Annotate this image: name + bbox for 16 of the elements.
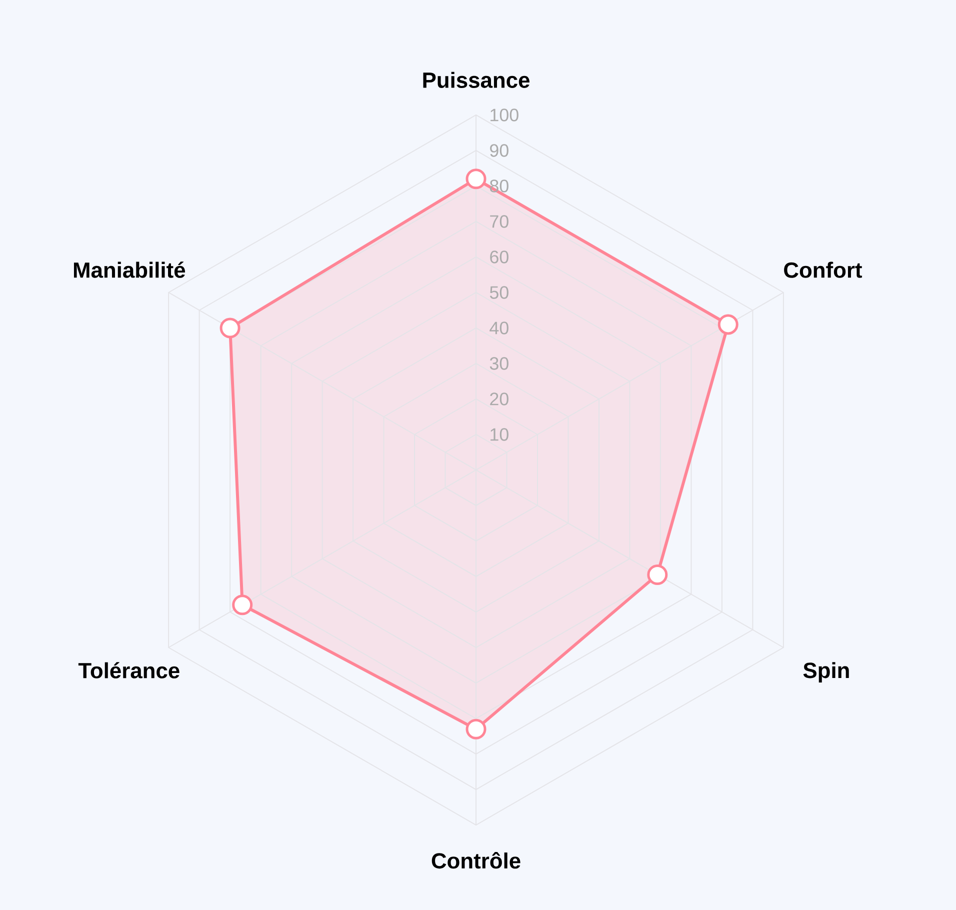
y-tick-label: 100 xyxy=(490,108,518,122)
spoke-label: Maniabilité xyxy=(74,262,186,278)
spoke-label: Confort xyxy=(784,262,862,278)
y-tick-label: 90 xyxy=(490,144,508,157)
spoke-label: Spin xyxy=(803,662,849,683)
y-tick-label: 50 xyxy=(490,286,508,299)
spoke-label: Contrôle xyxy=(432,852,520,869)
y-tick-label: 70 xyxy=(490,215,508,228)
y-tick-label: 60 xyxy=(490,250,508,264)
y-tick-label: 10 xyxy=(490,428,508,441)
y-tick-label: 20 xyxy=(490,392,508,406)
y-tick-label: 80 xyxy=(490,180,508,192)
y-tick-label: 40 xyxy=(490,322,508,334)
spoke-label: Tolérance xyxy=(78,662,180,678)
y-tick-label: 30 xyxy=(490,357,508,370)
spoke-label: Puissance xyxy=(423,72,530,88)
